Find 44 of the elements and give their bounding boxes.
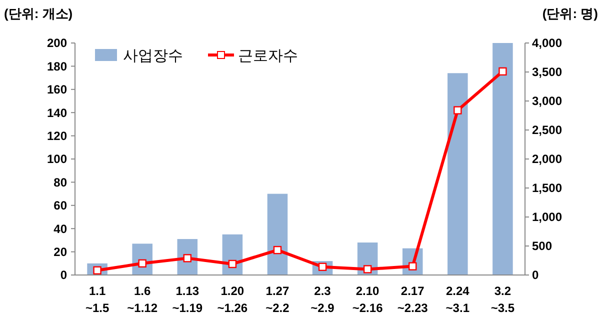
y-tick-label: 60 <box>54 198 68 213</box>
x-tick-label: 2.17 ~2.23 <box>397 284 428 315</box>
y-tick-label: 120 <box>46 129 68 143</box>
point <box>273 246 282 254</box>
x-tick-label: 2.24 ~3.1 <box>446 284 470 315</box>
bar <box>448 73 468 275</box>
y2-tick-label: 0 <box>532 268 539 282</box>
y-tick-label: 200 <box>46 36 68 50</box>
point <box>228 260 237 268</box>
y-tick-label: 100 <box>46 152 68 166</box>
x-tick-label: 2.3 ~2.9 <box>310 284 335 315</box>
y-tick-label: 0 <box>60 268 68 282</box>
y-tick-label: 140 <box>46 106 68 120</box>
point <box>183 254 192 262</box>
y-tick-label: 160 <box>46 82 68 97</box>
y2-tick-label: 2,500 <box>532 123 562 138</box>
point <box>408 262 417 270</box>
point <box>363 265 372 274</box>
x-tick-label: 1.1 ~1.5 <box>85 284 110 315</box>
point <box>454 106 462 114</box>
x-tick-label: 1.13 ~1.19 <box>172 284 203 315</box>
y-tick-label: 80 <box>54 175 68 190</box>
legend-label: 사업장수 <box>123 47 183 64</box>
y-tick-label: 20 <box>54 245 68 259</box>
x-tick-label: 3.2 ~3.5 <box>490 284 515 315</box>
y2-tick-label: 1,500 <box>532 181 562 196</box>
legend-label: 근로자수 <box>238 47 298 64</box>
y-tick-label: 40 <box>54 222 68 236</box>
y2-tick-label: 500 <box>532 239 552 254</box>
y-tick-label: 180 <box>46 59 68 74</box>
point <box>498 67 507 76</box>
bar <box>267 194 288 275</box>
y2-tick-label: 1,000 <box>532 210 562 224</box>
y-axis-title: (단위: 개소) <box>4 6 73 21</box>
y2-tick-label: 3,500 <box>532 65 562 80</box>
x-tick-label: 1.27 ~2.2 <box>266 284 290 315</box>
x-tick-label: 1.6 ~1.12 <box>127 284 158 315</box>
x-tick-label: 2.10 ~2.16 <box>352 284 384 315</box>
bar <box>492 43 513 275</box>
x-tick-label: 1.20 ~1.26 <box>217 284 248 315</box>
y2-tick-label: 2,000 <box>532 152 562 166</box>
y2-tick-label: 3,000 <box>532 94 562 108</box>
y2-axis-title: (단위: 명) <box>542 6 598 21</box>
y2-tick-label: 4,000 <box>532 36 562 50</box>
